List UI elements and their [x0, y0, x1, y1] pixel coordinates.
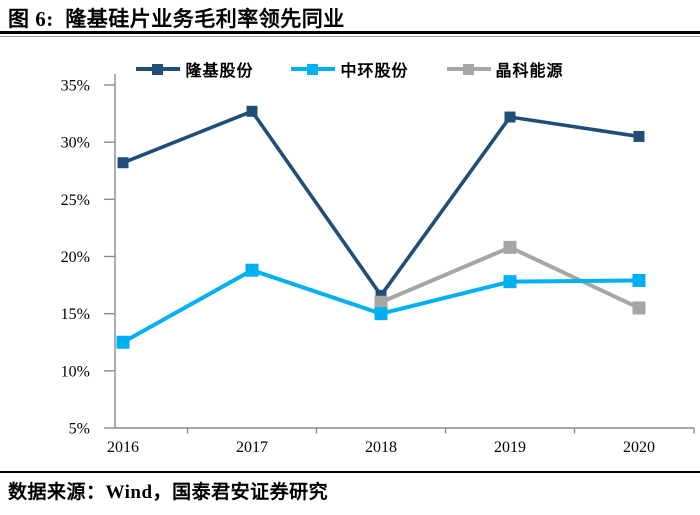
- y-tick-label: 30%: [61, 135, 90, 152]
- data-point-marker: [632, 274, 646, 288]
- x-tick-label: 2018: [365, 439, 397, 456]
- legend-line-sample: [446, 63, 491, 75]
- title-divider-thin: [0, 36, 700, 37]
- chart-legend: 隆基股份 中环股份 晶科能源: [0, 57, 700, 81]
- y-tick-label: 15%: [61, 306, 90, 323]
- data-point-marker: [503, 275, 517, 289]
- figure-title: 图 6: 隆基硅片业务毛利率领先同业: [8, 7, 345, 31]
- y-tick-label: 20%: [61, 249, 90, 266]
- data-point-marker: [246, 105, 258, 117]
- legend-marker-icon: [462, 63, 474, 75]
- footer-divider: [0, 471, 700, 473]
- legend-item-2: 晶科能源: [446, 57, 564, 81]
- y-tick-label: 10%: [61, 363, 90, 380]
- data-point-marker: [117, 157, 129, 169]
- data-point-marker: [633, 130, 645, 142]
- y-tick-label: 5%: [69, 421, 90, 438]
- legend-marker-icon: [152, 63, 164, 75]
- y-tick-label: 25%: [61, 192, 90, 209]
- data-point-marker: [375, 289, 387, 301]
- title-divider: [0, 31, 700, 34]
- x-tick-label: 2020: [623, 439, 655, 456]
- data-point-marker: [503, 240, 517, 254]
- data-point-marker: [116, 335, 130, 349]
- x-tick-label: 2016: [107, 439, 139, 456]
- x-tick-label: 2017: [236, 439, 268, 456]
- legend-label: 中环股份: [340, 63, 409, 80]
- data-point-marker: [374, 295, 388, 309]
- y-tick-label: 35%: [61, 78, 90, 95]
- line-chart: 5% 10% 15% 20% 25% 30% 35% 2016 2017 2018 2019 2020: [61, 74, 695, 456]
- data-point-marker: [245, 263, 259, 277]
- series-line-0: [122, 109, 640, 299]
- legend-item-0: 隆基股份: [136, 57, 253, 81]
- data-point-marker: [504, 111, 516, 123]
- data-point-marker: [632, 301, 646, 315]
- legend-label: 隆基股份: [185, 63, 254, 80]
- legend-line-sample: [136, 63, 181, 75]
- legend-marker-icon: [307, 63, 319, 75]
- legend-item-1: 中环股份: [291, 57, 408, 81]
- legend-label: 晶科能源: [495, 63, 564, 80]
- legend-line-sample: [291, 63, 336, 75]
- x-tick-label: 2019: [494, 439, 526, 456]
- data-source-note: 数据来源：Wind，国泰君安证券研究: [8, 482, 329, 503]
- data-point-marker: [374, 307, 388, 321]
